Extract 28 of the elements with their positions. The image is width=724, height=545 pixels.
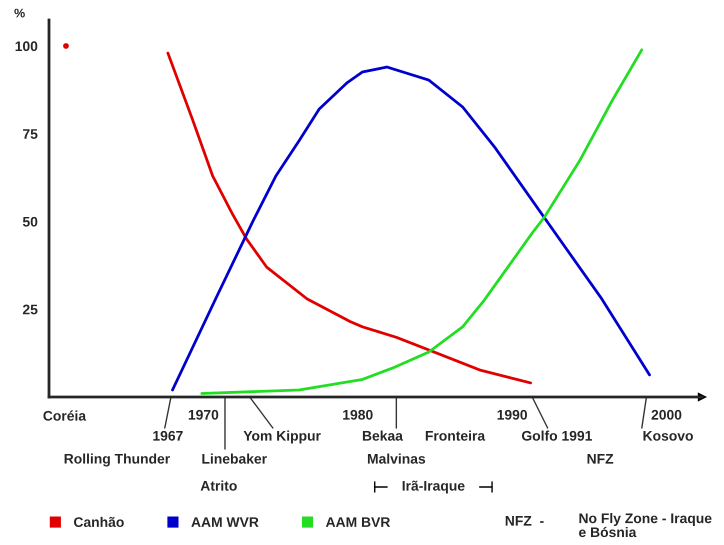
text: Coréia	[43, 410, 86, 421]
x-tick-label: 1970	[188, 410, 218, 420]
text: Linebaker	[202, 454, 267, 464]
text: Bekaa	[362, 430, 403, 441]
text: Yom Kippur	[244, 430, 321, 444]
y-axis-title: %	[14, 8, 25, 18]
y-tick-label: 100	[16, 41, 38, 52]
legend-label: AAM WVR	[191, 517, 259, 527]
text: 1967	[153, 430, 183, 441]
text: Golfo 1991	[522, 430, 592, 441]
x-tick-label: 2000	[652, 410, 682, 420]
text: Malvinas	[368, 454, 426, 464]
text: NFZ	[588, 454, 614, 464]
legend-label: AAM BVR	[326, 517, 390, 527]
x-tick-label: 1990	[498, 410, 527, 420]
legend-label: Canhão	[74, 516, 124, 528]
text: Fronteira	[426, 430, 486, 441]
y-tick-label: 25	[22, 304, 38, 314]
x-tick-label: 1980	[343, 410, 373, 420]
text: No Fly Zone - Iraque e Bósnia	[579, 513, 712, 538]
text: NFZ -	[506, 516, 544, 526]
y-tick-label: 75	[23, 129, 38, 139]
text: Rolling Thunder	[64, 453, 170, 467]
y-tick-label: 50	[22, 216, 38, 227]
text: Kosovo	[644, 431, 693, 441]
text: Irã-Iraque	[402, 480, 465, 494]
text: Atrito	[200, 480, 237, 491]
line-series	[166, 52, 532, 384]
